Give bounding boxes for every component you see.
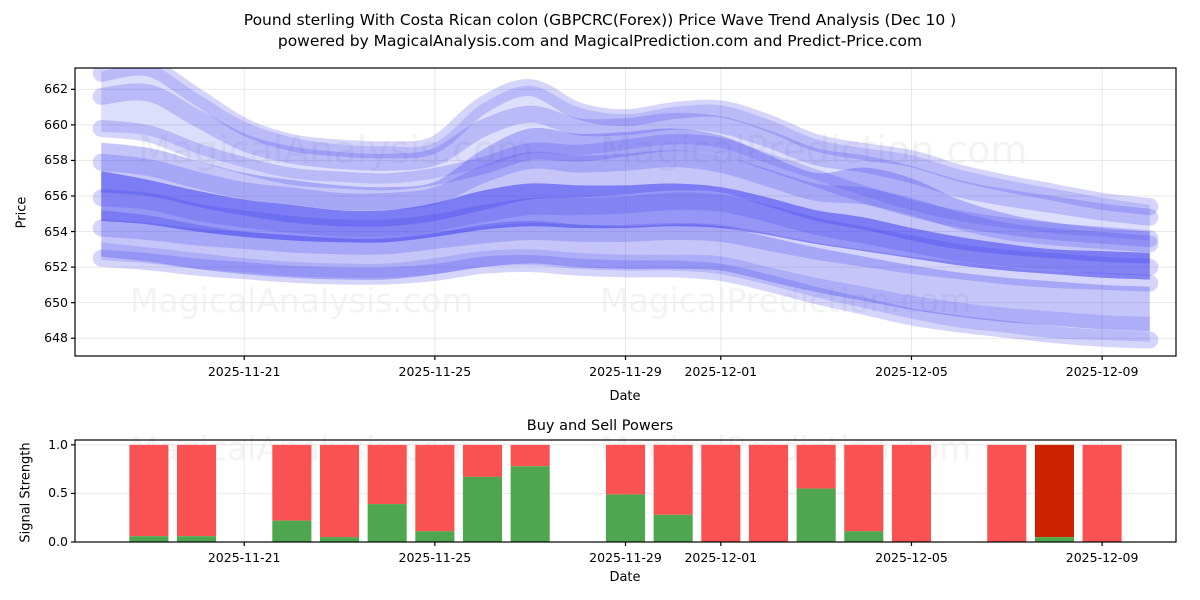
bar-buy-power [797, 489, 836, 542]
bar-buy-power [463, 477, 502, 542]
bar-buy-power [654, 515, 693, 542]
x-tick-label: 2025-11-29 [576, 550, 676, 565]
x-axis-label-top: Date [575, 389, 675, 404]
x-axis-label-bottom: Date [575, 570, 675, 585]
bar-buy-power [368, 504, 407, 542]
bar-sell-power [368, 445, 407, 504]
x-tick-label: 2025-11-25 [385, 550, 485, 565]
bar-sell-power [129, 445, 168, 536]
x-tick-label: 2025-11-25 [385, 364, 485, 379]
figure-root: Pound sterling With Costa Rican colon (G… [0, 0, 1200, 600]
x-tick-label: 2025-11-21 [194, 550, 294, 565]
bar-buy-power [177, 536, 216, 542]
x-tick-label: 2025-11-29 [576, 364, 676, 379]
bar-sell-power [177, 445, 216, 536]
bar-sell-power [272, 445, 311, 521]
y-axis-label-bottom: Signal Strength [19, 423, 34, 563]
bar-buy-power [844, 531, 883, 542]
bar-buy-power [272, 521, 311, 542]
y-tick-label: 654 [30, 224, 68, 239]
x-tick-label: 2025-12-05 [861, 364, 961, 379]
bar-buy-power [320, 537, 359, 542]
y-tick-label: 658 [30, 152, 68, 167]
bar-sell-power [987, 445, 1026, 542]
bar-buy-power [415, 531, 454, 542]
bar-sell-power [701, 445, 740, 542]
y-tick-label: 648 [30, 330, 68, 345]
bar-sell-power [892, 445, 931, 542]
y-tick-label: 650 [30, 295, 68, 310]
watermark-text: MagicalAnalysis.com [130, 281, 473, 320]
x-tick-label: 2025-12-01 [671, 364, 771, 379]
x-tick-label: 2025-12-09 [1052, 550, 1152, 565]
y-tick-label: 660 [30, 117, 68, 132]
bar-sell-power [320, 445, 359, 537]
y-axis-label-top: Price [15, 173, 30, 253]
bar-buy-power [129, 536, 168, 542]
bottom-chart-title: Buy and Sell Powers [0, 418, 1200, 434]
bar-sell-power [463, 445, 502, 477]
bar-buy-power [511, 466, 550, 542]
bar-sell-power [1083, 445, 1122, 542]
x-tick-label: 2025-11-21 [194, 364, 294, 379]
price-wave-chart: MagicalAnalysis.com MagicalPrediction.co… [0, 0, 1200, 400]
x-tick-label: 2025-12-09 [1052, 364, 1152, 379]
bar-sell-power [511, 445, 550, 466]
bar-sell-power [844, 445, 883, 531]
x-tick-label: 2025-12-05 [861, 550, 961, 565]
y-tick-label: 656 [30, 188, 68, 203]
y-tick-label: 662 [30, 81, 68, 96]
bar-sell-power [749, 445, 788, 542]
bar-sell-power [1035, 445, 1074, 537]
x-tick-label: 2025-12-01 [671, 550, 771, 565]
bar-sell-power [654, 445, 693, 515]
y-tick-label: 652 [30, 259, 68, 274]
bar-sell-power [797, 445, 836, 489]
bar-buy-power [606, 494, 645, 542]
bar-sell-power [606, 445, 645, 495]
bar-sell-power [415, 445, 454, 531]
bar-buy-power [1035, 537, 1074, 542]
